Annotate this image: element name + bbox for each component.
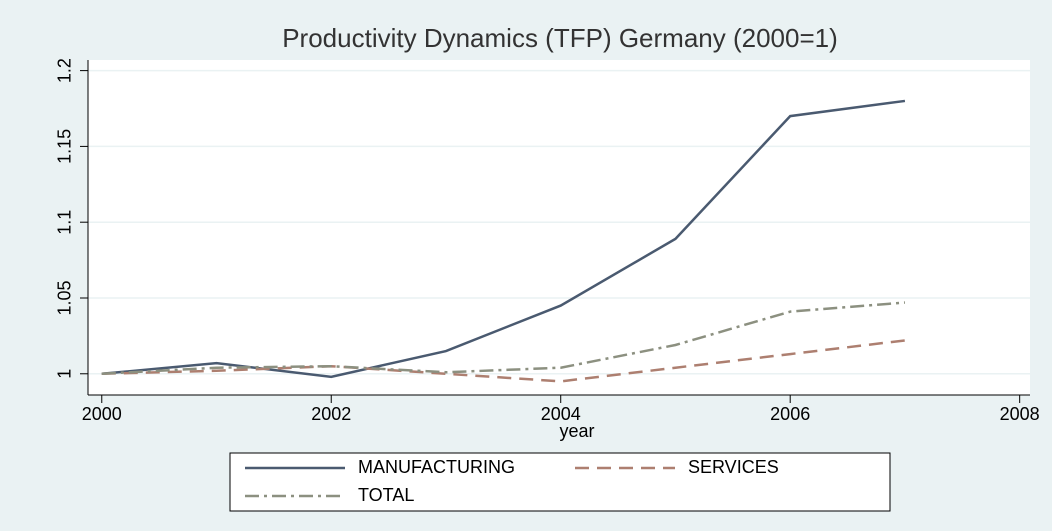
x-tick-label: 2000 — [82, 404, 122, 424]
x-tick-label: 2008 — [1000, 404, 1040, 424]
x-tick-label: 2002 — [311, 404, 351, 424]
line-series — [101, 339, 906, 383]
y-tick-label: 1.2 — [55, 58, 75, 83]
legend-label: SERVICES — [688, 457, 779, 477]
chart-title: Productivity Dynamics (TFP) Germany (200… — [282, 23, 838, 53]
legend — [229, 452, 891, 512]
x-axis-label: year — [559, 421, 594, 441]
legend-label: MANUFACTURING — [358, 457, 515, 477]
x-tick-label: 2006 — [770, 404, 810, 424]
y-tick-label: 1 — [55, 369, 75, 379]
line-series — [101, 99, 906, 379]
x-tick-label: 2004 — [541, 404, 581, 424]
line-series — [101, 301, 906, 376]
y-tick-label: 1.1 — [55, 210, 75, 235]
y-tick-label: 1.05 — [55, 280, 75, 315]
plot-area — [88, 60, 1030, 395]
y-tick-label: 1.15 — [55, 129, 75, 164]
legend-label: TOTAL — [358, 485, 414, 505]
